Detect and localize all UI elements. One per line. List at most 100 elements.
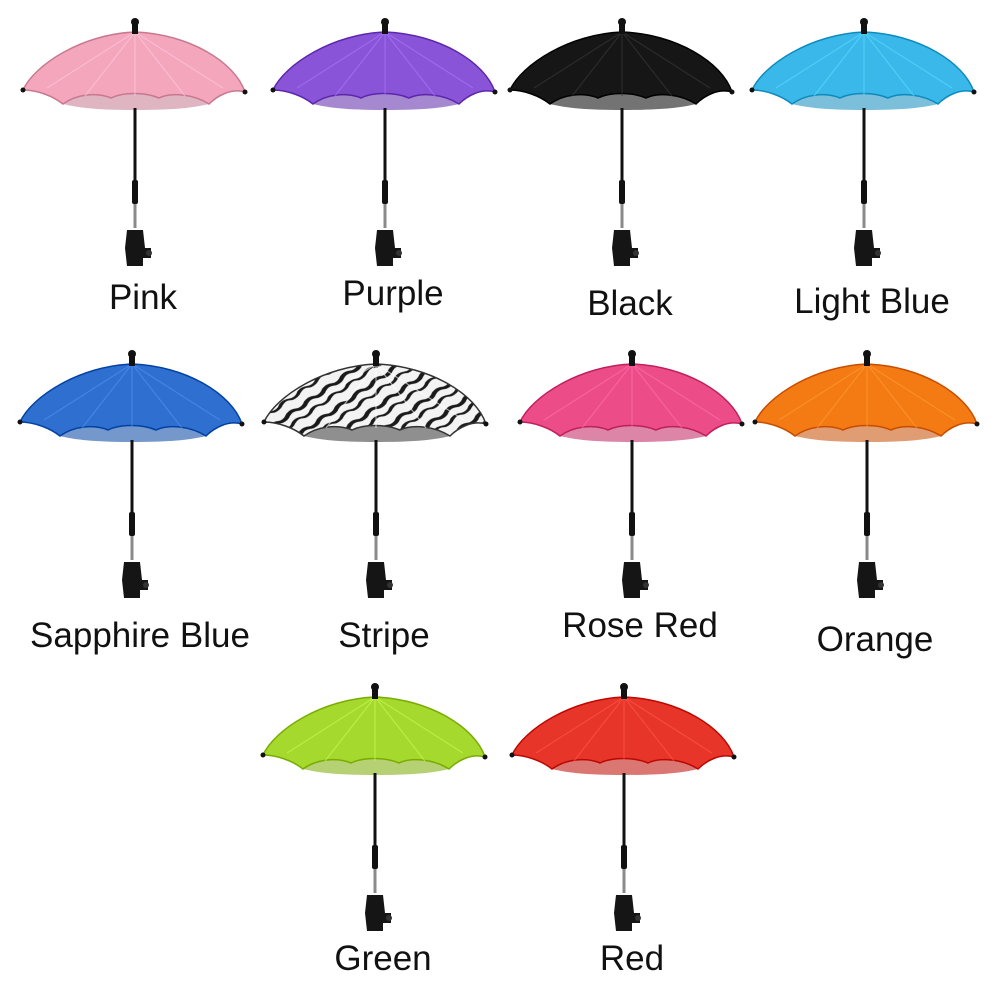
clamp-screw bbox=[396, 250, 402, 256]
umbrella-rib bbox=[775, 31, 865, 89]
umbrella-top bbox=[372, 689, 378, 699]
umbrella-rib bbox=[863, 31, 915, 97]
umbrella-rib bbox=[374, 696, 464, 754]
rib-tip bbox=[483, 421, 489, 427]
umbrella-rib bbox=[866, 363, 918, 429]
umbrella-canopy bbox=[750, 31, 976, 105]
pole-joint bbox=[861, 180, 867, 204]
umbrella-option: Orange bbox=[752, 344, 995, 664]
umbrella-rib bbox=[778, 363, 868, 421]
umbrella-knob bbox=[620, 683, 628, 691]
umbrella-canopy bbox=[18, 363, 244, 437]
umbrella-option: Stripe bbox=[261, 344, 504, 664]
umbrella-rib bbox=[631, 363, 683, 429]
umbrella-rib bbox=[571, 31, 623, 97]
umbrella-option: Purple bbox=[270, 12, 513, 332]
umbrella-rib bbox=[863, 31, 953, 89]
umbrella-inner-shadow bbox=[792, 93, 938, 110]
umbrella-top bbox=[132, 24, 138, 34]
umbrella-rib bbox=[816, 363, 868, 429]
umbrella-rib bbox=[581, 363, 633, 429]
umbrella-rib bbox=[535, 696, 625, 754]
umbrella-rib bbox=[866, 363, 956, 421]
clamp-screw bbox=[387, 582, 393, 588]
rib-tip bbox=[507, 87, 513, 93]
umbrella-illustration bbox=[507, 18, 735, 266]
umbrella-knob bbox=[381, 18, 389, 26]
umbrella-clamp bbox=[365, 895, 391, 931]
pole-joint bbox=[619, 180, 625, 204]
umbrella-clamp bbox=[125, 230, 151, 266]
umbrella-top bbox=[619, 24, 625, 34]
pole-joint bbox=[382, 180, 388, 204]
umbrella-rib bbox=[631, 363, 721, 421]
umbrella-rib bbox=[131, 363, 183, 429]
pole-joint bbox=[373, 512, 379, 536]
umbrella-illustration bbox=[509, 683, 737, 931]
umbrella-canopy bbox=[262, 363, 488, 437]
umbrella-clamp bbox=[614, 895, 640, 931]
umbrella-knob bbox=[371, 683, 379, 691]
umbrella-top bbox=[373, 356, 379, 366]
rib-tip bbox=[17, 419, 23, 425]
umbrella-canopy bbox=[753, 363, 979, 437]
umbrella-rib bbox=[384, 31, 474, 89]
umbrella-rib bbox=[324, 696, 376, 762]
umbrella-inner-shadow bbox=[313, 93, 459, 110]
umbrella-rib bbox=[623, 696, 675, 762]
umbrella-illustration bbox=[752, 350, 980, 598]
umbrella-rib bbox=[573, 696, 625, 762]
umbrella-top bbox=[861, 24, 867, 34]
color-label: Light Blue bbox=[794, 282, 950, 321]
rib-tip bbox=[971, 89, 977, 95]
rib-tip bbox=[260, 752, 266, 758]
umbrella-rib bbox=[375, 363, 465, 421]
pole-joint bbox=[132, 180, 138, 204]
umbrella-inner-shadow bbox=[560, 425, 706, 442]
umbrella-clamp bbox=[854, 230, 880, 266]
rib-tip bbox=[242, 89, 248, 95]
clamp-screw bbox=[878, 582, 884, 588]
umbrella-rib bbox=[375, 363, 427, 429]
umbrella-inner-shadow bbox=[60, 425, 206, 442]
rib-tip bbox=[20, 87, 26, 93]
rib-tip bbox=[974, 421, 980, 427]
clamp-screw bbox=[146, 250, 152, 256]
umbrella-clamp bbox=[366, 562, 392, 598]
rib-tip bbox=[239, 421, 245, 427]
umbrella-rib bbox=[813, 31, 865, 97]
rib-tip bbox=[749, 87, 755, 93]
umbrella-knob bbox=[128, 350, 136, 358]
umbrella-canopy bbox=[508, 31, 734, 105]
umbrella-canopy bbox=[21, 31, 247, 105]
umbrella-canopy bbox=[271, 31, 497, 105]
umbrella-inner-shadow bbox=[63, 93, 209, 110]
rib-tip bbox=[270, 87, 276, 93]
umbrella-rib bbox=[43, 363, 133, 421]
pole-joint bbox=[629, 512, 635, 536]
umbrella-knob bbox=[863, 350, 871, 358]
pole-joint bbox=[864, 512, 870, 536]
clamp-screw bbox=[875, 250, 881, 256]
umbrella-top bbox=[629, 356, 635, 366]
umbrella-option: Rose Red bbox=[517, 344, 760, 664]
color-label: Red bbox=[599, 939, 665, 978]
umbrella-clamp bbox=[622, 562, 648, 598]
umbrella-clamp bbox=[375, 230, 401, 266]
color-label: Black bbox=[587, 284, 673, 323]
rib-tip bbox=[492, 89, 498, 95]
umbrella-rib bbox=[543, 363, 633, 421]
umbrella-clamp bbox=[857, 562, 883, 598]
umbrella-rib bbox=[623, 696, 713, 754]
umbrella-rib bbox=[334, 31, 386, 97]
rib-tip bbox=[517, 419, 523, 425]
umbrella-clamp bbox=[122, 562, 148, 598]
umbrella-rib bbox=[134, 31, 186, 97]
umbrella-rib bbox=[84, 31, 136, 97]
umbrella-option: Green bbox=[260, 677, 503, 997]
umbrella-inner-shadow bbox=[303, 758, 449, 775]
umbrella-rib bbox=[46, 31, 136, 89]
umbrella-rib bbox=[131, 363, 221, 421]
umbrella-illustration bbox=[17, 350, 245, 598]
